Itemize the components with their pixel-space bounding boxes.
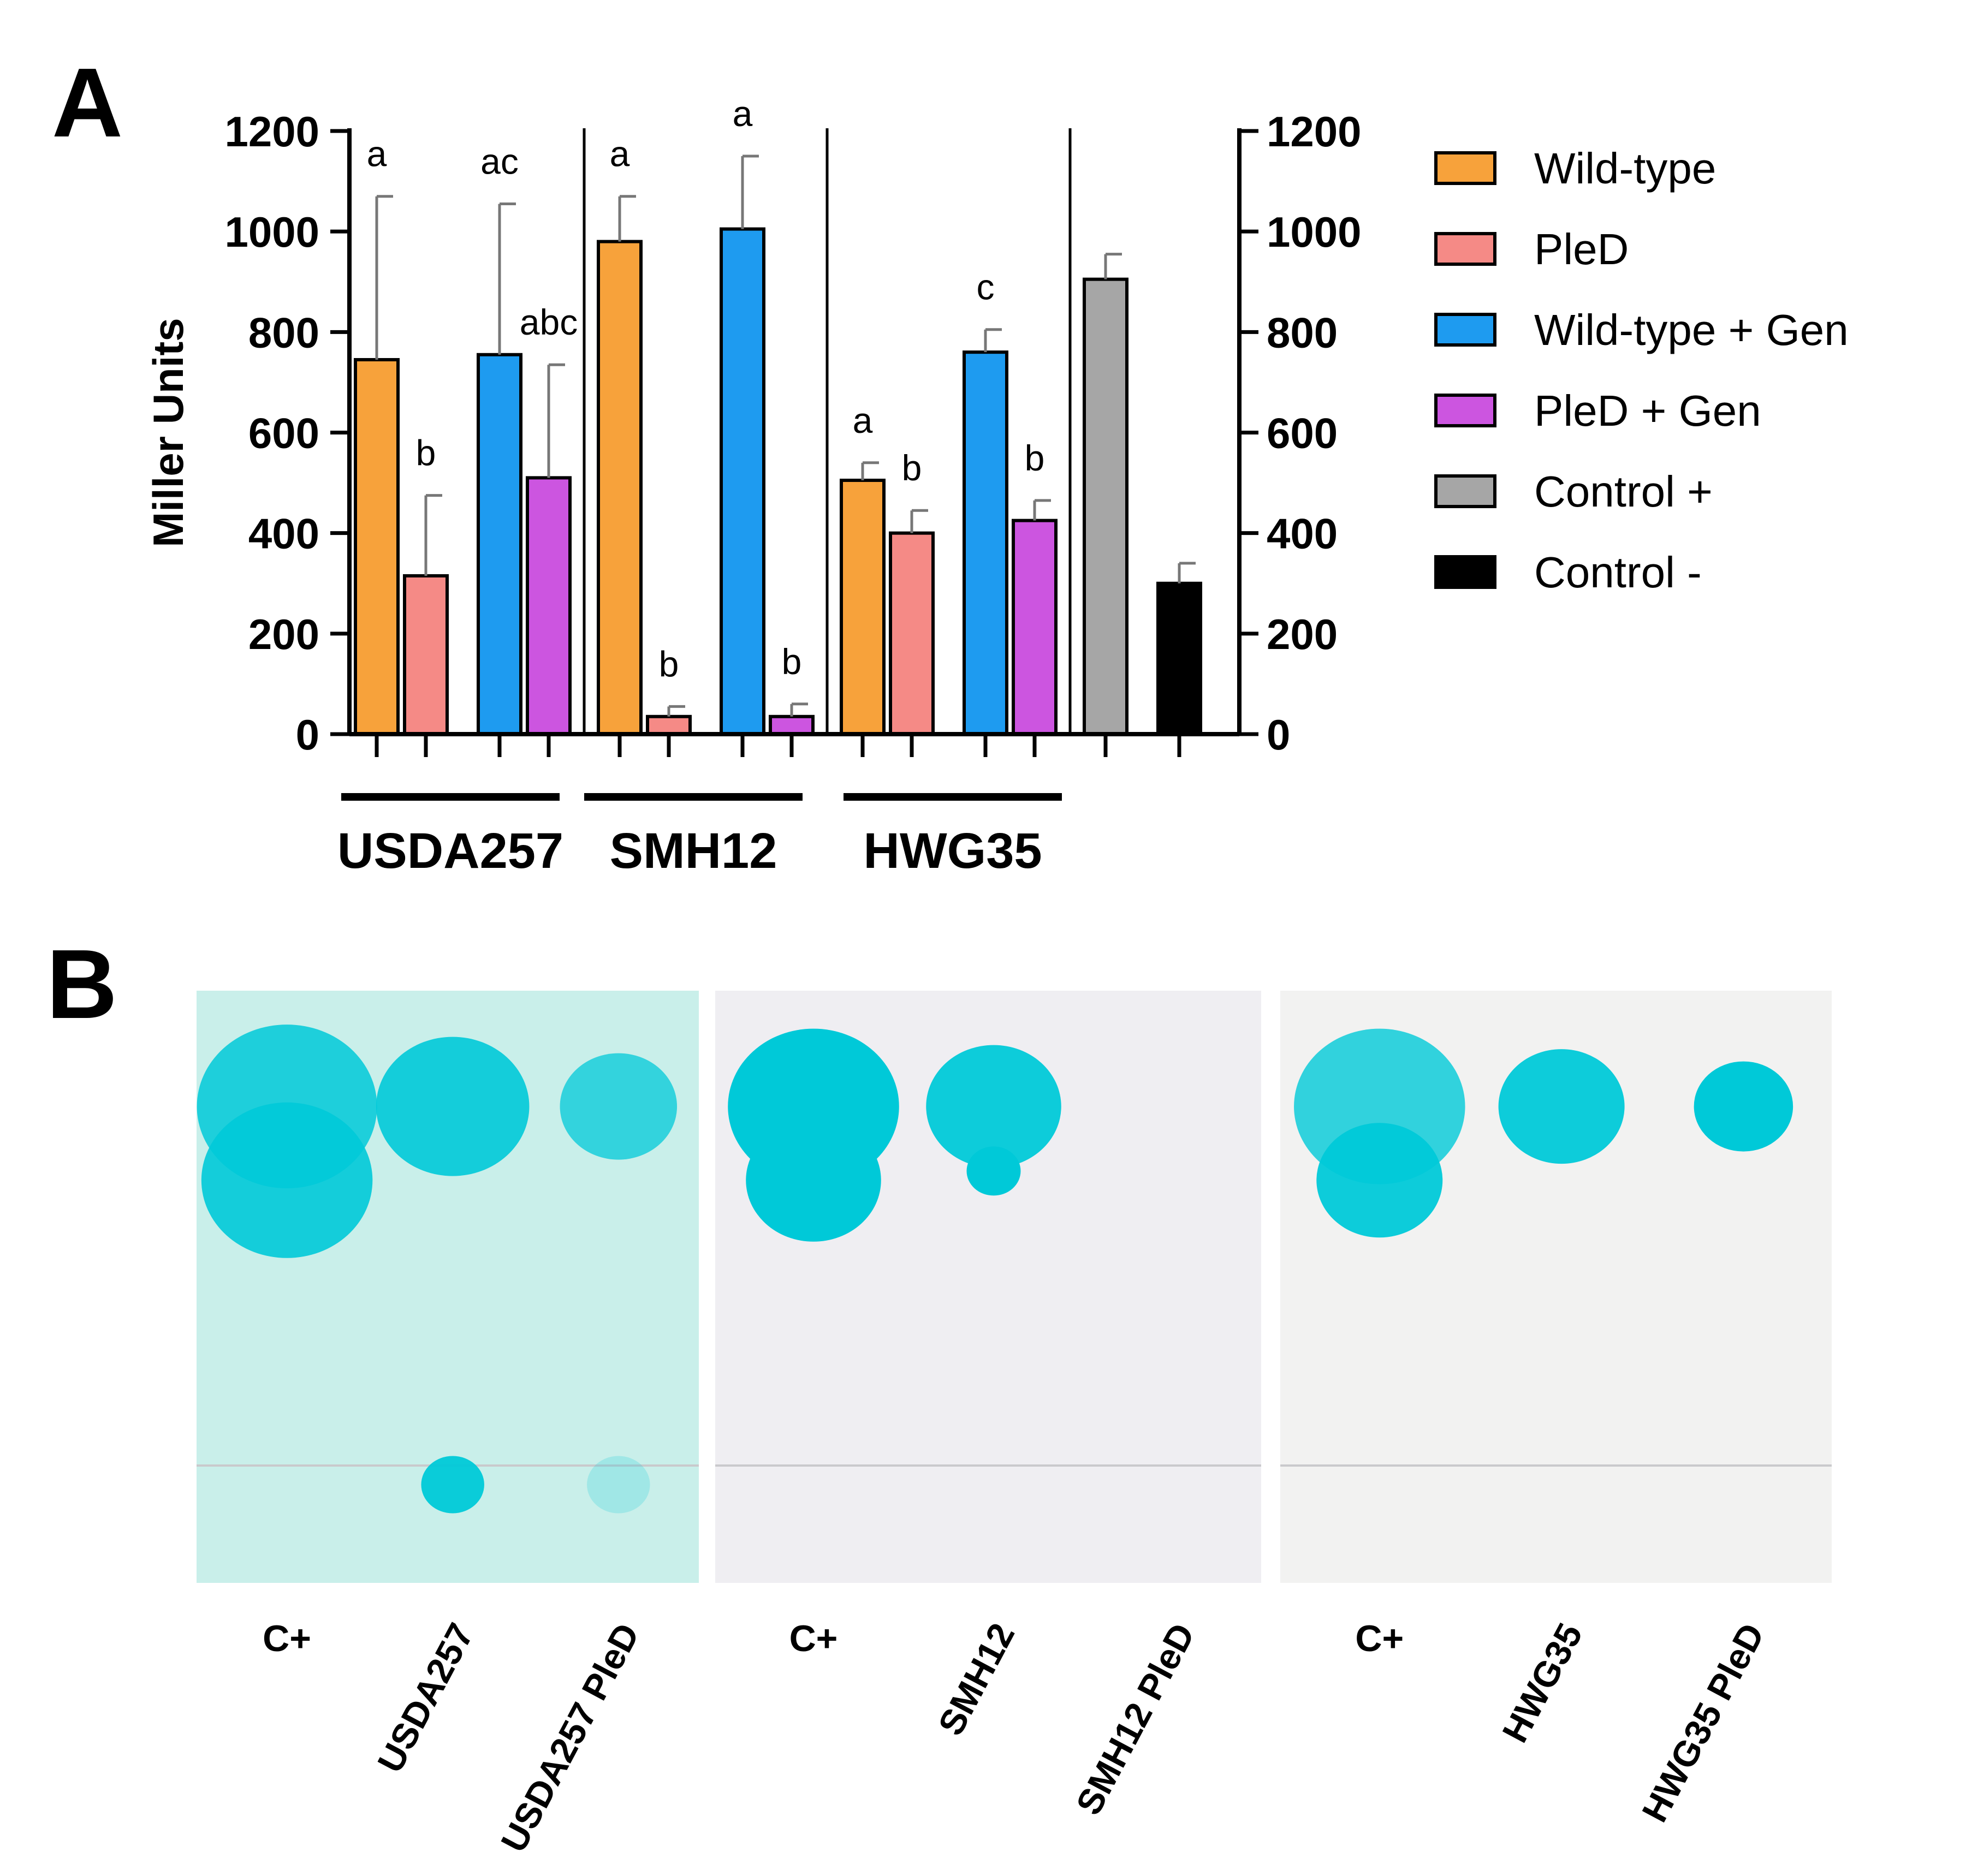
y-tick-label-right: 400 <box>1267 510 1338 558</box>
y-tick-label-right: 600 <box>1267 409 1338 457</box>
significance-letter: abc <box>520 302 578 342</box>
significance-letter: a <box>733 93 753 134</box>
lane-label: HWG35 <box>1494 1617 1590 1749</box>
bar-hwg35-wild-type-gen <box>963 350 1008 736</box>
bar-usda257-wild-type <box>354 358 400 736</box>
legend-label: Wild-type <box>1534 144 1716 193</box>
bar-usda257-pled <box>403 574 449 736</box>
spot <box>376 1037 530 1176</box>
lane-label: HWG35 PleD <box>1634 1617 1772 1829</box>
y-tick-label-right: 1200 <box>1267 108 1362 156</box>
legend-swatch <box>1434 151 1496 185</box>
y-tick-label-left: 400 <box>248 510 319 558</box>
group-label: HWG35 <box>863 823 1042 879</box>
bar-hwg35-pled <box>889 531 935 736</box>
tlc-plate: C+ USDA257 USDA257 PleD <box>197 991 699 1859</box>
lane-label: SMH12 PleD <box>1068 1617 1202 1821</box>
legend-label: PleD + Gen <box>1534 386 1761 435</box>
legend-swatch <box>1434 474 1496 508</box>
spot <box>201 1102 373 1258</box>
panel-label-a: A <box>52 48 123 158</box>
legend-label: Control - <box>1534 548 1702 597</box>
tlc-plate: C+ SMH12 SMH12 PleD <box>715 991 1261 1821</box>
significance-letter: b <box>659 644 679 684</box>
lane-label: C+ <box>1355 1618 1404 1659</box>
tlc-plate: C+ HWG35 HWG35 PleD <box>1280 991 1832 1829</box>
bar-smh12-pled-gen <box>769 714 815 736</box>
bar-control-control- <box>1083 277 1128 736</box>
y-tick-label-right: 800 <box>1267 308 1338 356</box>
lane-label: SMH12 <box>930 1617 1023 1742</box>
y-tick-label-left: 800 <box>248 308 319 356</box>
significance-letter: c <box>977 267 995 307</box>
legend-swatch <box>1434 394 1496 427</box>
bar-control-control- <box>1156 581 1202 736</box>
legend-label: Wild-type + Gen <box>1534 306 1849 354</box>
spot <box>746 1118 881 1242</box>
significance-letter: a <box>610 134 630 174</box>
spot <box>560 1053 678 1160</box>
y-tick-label-left: 600 <box>248 409 319 457</box>
spot <box>421 1456 484 1514</box>
spot <box>966 1146 1021 1196</box>
significance-letter: a <box>367 134 387 174</box>
legend-label: PleD <box>1534 225 1629 273</box>
bar-hwg35-wild-type <box>840 478 886 736</box>
group-label: SMH12 <box>610 823 777 879</box>
y-tick-label-left: 200 <box>248 610 319 658</box>
panel-label-b: B <box>46 930 117 1039</box>
legend-swatch <box>1434 313 1496 347</box>
y-tick-label-left: 1200 <box>224 108 319 156</box>
y-tick-label-left: 0 <box>296 711 319 759</box>
panel-b: B C+ USDA257 USDA257 PleD C+ SMH12 SMH12 PleD… <box>46 930 1832 1859</box>
spot <box>587 1456 650 1514</box>
lane-label: USDA257 <box>370 1617 482 1779</box>
lane-label: USDA257 PleD <box>493 1617 647 1859</box>
legend-swatch <box>1434 232 1496 266</box>
tlc-plates: C+ USDA257 USDA257 PleD C+ SMH12 SMH12 PleD C+… <box>197 991 1832 1859</box>
spot <box>926 1045 1061 1168</box>
lane-label: C+ <box>263 1618 311 1659</box>
significance-letter: b <box>416 433 436 473</box>
bar-hwg35-pled-gen <box>1012 519 1058 736</box>
bar-smh12-wild-type-gen <box>720 227 765 736</box>
spot <box>1498 1049 1625 1164</box>
significance-letter: b <box>782 641 802 682</box>
y-axis-label: Miller Units <box>144 318 192 547</box>
group-label: USDA257 <box>337 823 563 879</box>
lane-label: C+ <box>789 1618 838 1659</box>
significance-letter: b <box>1025 438 1045 478</box>
spot <box>1694 1061 1793 1152</box>
y-tick-label-right: 0 <box>1267 711 1290 759</box>
significance-letter: ac <box>480 141 519 182</box>
bar-usda257-pled-gen <box>526 476 572 736</box>
legend: Wild-type PleD Wild-type + Gen PleD + Gen Co… <box>1434 144 1849 597</box>
bar-smh12-wild-type <box>597 240 643 736</box>
significance-letter: b <box>902 448 922 488</box>
spot <box>1316 1123 1443 1238</box>
y-tick-label-right: 1000 <box>1267 208 1362 256</box>
bar-smh12-pled <box>646 714 692 736</box>
legend-label: Control + <box>1534 467 1713 516</box>
y-tick-label-right: 200 <box>1267 610 1338 658</box>
bar-usda257-wild-type-gen <box>477 353 522 736</box>
y-tick-label-left: 1000 <box>224 208 319 256</box>
legend-swatch <box>1434 555 1496 589</box>
significance-letter: a <box>853 400 873 440</box>
